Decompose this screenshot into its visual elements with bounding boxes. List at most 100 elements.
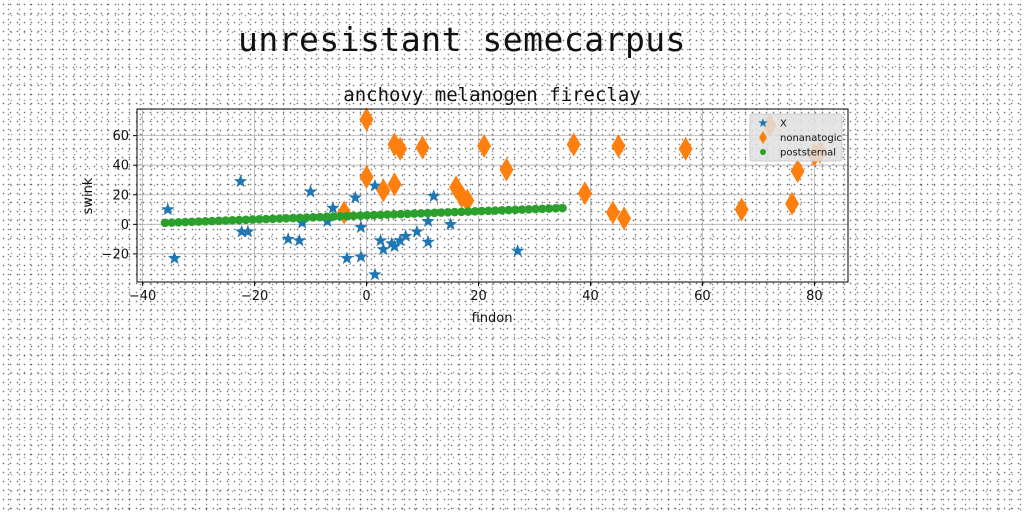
data-point: [490, 206, 500, 215]
data-point: [477, 133, 492, 158]
data-point: [470, 207, 480, 216]
data-point: [359, 165, 374, 190]
data-point: [463, 207, 473, 216]
data-point: [281, 214, 291, 223]
data-point: [167, 251, 182, 264]
data-point: [477, 206, 486, 216]
data-point: [292, 233, 307, 247]
data-point: [497, 206, 507, 215]
data-point: [387, 239, 402, 253]
data-point: [566, 132, 581, 157]
data-point: [511, 243, 525, 257]
data-point: [241, 224, 255, 238]
data-point: [436, 208, 446, 217]
x-tick-label: −20: [241, 289, 268, 304]
data-point: [295, 213, 305, 223]
y-tick-label: 60: [112, 129, 129, 144]
data-point: [308, 213, 318, 222]
data-point: [551, 204, 561, 213]
data-point: [295, 215, 309, 229]
y-tick-label: 20: [112, 188, 129, 203]
data-point: [499, 157, 514, 182]
data-point: [248, 215, 257, 224]
data-point: [207, 216, 217, 226]
data-point: [409, 209, 419, 218]
data-point: [537, 204, 547, 214]
data-point: [393, 233, 407, 247]
series-poststernal: [160, 203, 567, 228]
data-point: [349, 211, 358, 221]
y-tick-label: 0: [121, 218, 129, 233]
data-point: [362, 211, 372, 220]
data-point: [368, 178, 382, 192]
data-point: [201, 217, 210, 226]
data-point: [421, 235, 435, 248]
data-point: [423, 208, 433, 218]
data-point: [611, 133, 626, 158]
legend-marker: [759, 130, 767, 145]
grid-lines: [137, 109, 848, 282]
data-point: [393, 136, 408, 161]
data-point: [430, 208, 439, 218]
series-X: [161, 174, 525, 281]
data-point: [255, 215, 264, 224]
data-point: [322, 212, 331, 222]
x-tick-label: 40: [582, 289, 599, 304]
data-point: [315, 212, 325, 222]
legend-marker: [759, 148, 767, 156]
data-point: [410, 224, 424, 238]
data-point: [524, 205, 534, 214]
data-point: [268, 214, 278, 224]
x-tick-label: 80: [806, 289, 823, 304]
data-point: [403, 209, 412, 219]
data-point: [678, 136, 693, 161]
data-point: [359, 107, 374, 132]
data-point: [396, 209, 406, 219]
data-point: [180, 217, 190, 227]
data-point: [427, 189, 441, 202]
data-point: [577, 181, 592, 206]
x-tick-label: 20: [470, 289, 487, 304]
data-point: [160, 218, 170, 228]
y-tick-label: 40: [112, 159, 129, 174]
data-point: [233, 174, 248, 188]
data-point: [214, 216, 224, 226]
data-point: [511, 205, 520, 215]
data-point: [288, 213, 298, 223]
data-point: [484, 206, 493, 216]
data-point: [368, 267, 382, 281]
legend-entry-label: nonanatogic: [780, 133, 842, 144]
data-point: [234, 215, 244, 225]
data-point: [617, 206, 632, 231]
data-point: [383, 210, 392, 219]
data-point: [194, 217, 203, 226]
data-point: [544, 204, 554, 213]
data-point: [354, 220, 368, 233]
legend-entry-label: X: [780, 119, 787, 130]
data-point: [187, 217, 197, 227]
data-point: [275, 214, 284, 223]
data-point: [450, 207, 459, 217]
data-point: [373, 233, 388, 247]
data-point: [387, 172, 402, 197]
data-point: [376, 178, 391, 203]
legend-entry-label: poststernal: [780, 148, 836, 159]
axis-ticks: −40 −20 0 20 40 60 80 −20 0 20 40 60: [102, 129, 823, 304]
data-point: [235, 224, 249, 238]
y-axis-label: swink: [81, 177, 96, 214]
page-title: unresistant semecarpus: [237, 20, 687, 59]
data-point: [443, 208, 453, 217]
chart-title: anchovy melanogen fireclay: [343, 84, 640, 106]
data-point: [385, 236, 399, 250]
data-point: [416, 209, 426, 218]
data-point: [221, 216, 230, 225]
data-point: [790, 159, 805, 184]
data-point: [167, 218, 177, 227]
data-point: [734, 197, 749, 222]
data-point: [376, 210, 385, 220]
legend-marker: [758, 118, 768, 127]
data-points: [160, 107, 828, 281]
data-point: [376, 242, 390, 256]
